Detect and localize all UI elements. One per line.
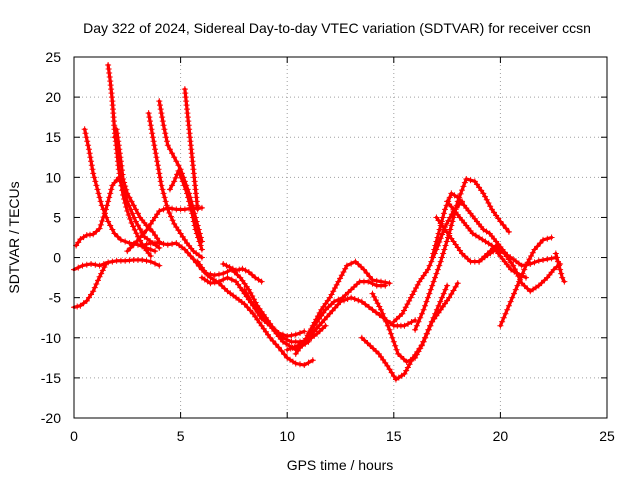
series-markers — [497, 234, 555, 329]
series-track-15 — [220, 260, 265, 285]
series-line — [106, 63, 153, 258]
y-tick-label: 10 — [45, 169, 61, 185]
series-markers — [241, 286, 312, 353]
chart-title: Day 322 of 2024, Sidereal Day-to-day VTE… — [83, 20, 591, 36]
series-markers — [412, 175, 512, 333]
series-track-29 — [241, 286, 312, 353]
series-track-18 — [305, 278, 389, 337]
x-tick-label: 15 — [386, 428, 402, 444]
series-markers — [81, 126, 159, 255]
series-markers — [476, 242, 564, 295]
series-track-26 — [476, 242, 564, 295]
series-track-8 — [145, 110, 205, 261]
y-tick-label: 20 — [45, 89, 61, 105]
series-markers — [305, 278, 389, 337]
series-track-1 — [71, 260, 109, 311]
series-markers — [111, 126, 163, 245]
series-track-27 — [497, 234, 555, 329]
series-track-20 — [369, 280, 461, 365]
y-tick-label: -10 — [41, 330, 61, 346]
series-track-19 — [358, 282, 451, 383]
x-tick-label: 0 — [70, 428, 78, 444]
series-track-22 — [412, 175, 512, 333]
series-track-28 — [552, 250, 568, 285]
x-tick-label: 25 — [599, 428, 615, 444]
series-markers — [444, 198, 529, 281]
series-markers — [166, 167, 205, 253]
series-track-24 — [444, 198, 529, 281]
series-markers — [71, 256, 163, 273]
series-markers — [552, 250, 568, 285]
series-markers — [145, 110, 205, 261]
y-tick-label: -20 — [41, 410, 61, 426]
x-axis-label: GPS time / hours — [287, 457, 394, 473]
series-markers — [220, 260, 265, 285]
x-tick-label: 20 — [493, 428, 509, 444]
series-track-10 — [166, 167, 205, 253]
data-series — [71, 62, 568, 383]
grid — [74, 57, 607, 418]
y-tick-label: 25 — [45, 49, 61, 65]
series-track-3 — [73, 174, 163, 251]
axis-ticks: 0 5 10 15 20 25 -20 -15 -10 -5 0 5 10 15 20 25 — [41, 49, 615, 444]
y-tick-label: 15 — [45, 129, 61, 145]
y-tick-label: 0 — [53, 250, 61, 266]
plot-frame — [73, 56, 608, 419]
series-track-7 — [124, 204, 205, 255]
y-tick-label: -5 — [49, 290, 62, 306]
y-tick-label: 5 — [53, 209, 61, 225]
x-tick-label: 10 — [279, 428, 295, 444]
series-track-11 — [181, 86, 201, 213]
x-tick-label: 5 — [177, 428, 185, 444]
series-markers — [369, 280, 461, 365]
series-line — [196, 259, 328, 344]
series-track-25 — [433, 214, 559, 269]
series-markers — [358, 282, 451, 383]
y-tick-label: -15 — [41, 370, 61, 386]
series-markers — [181, 86, 201, 213]
series-track-2 — [71, 256, 163, 273]
y-axis-label: SDTVAR / TECUs — [6, 181, 22, 293]
